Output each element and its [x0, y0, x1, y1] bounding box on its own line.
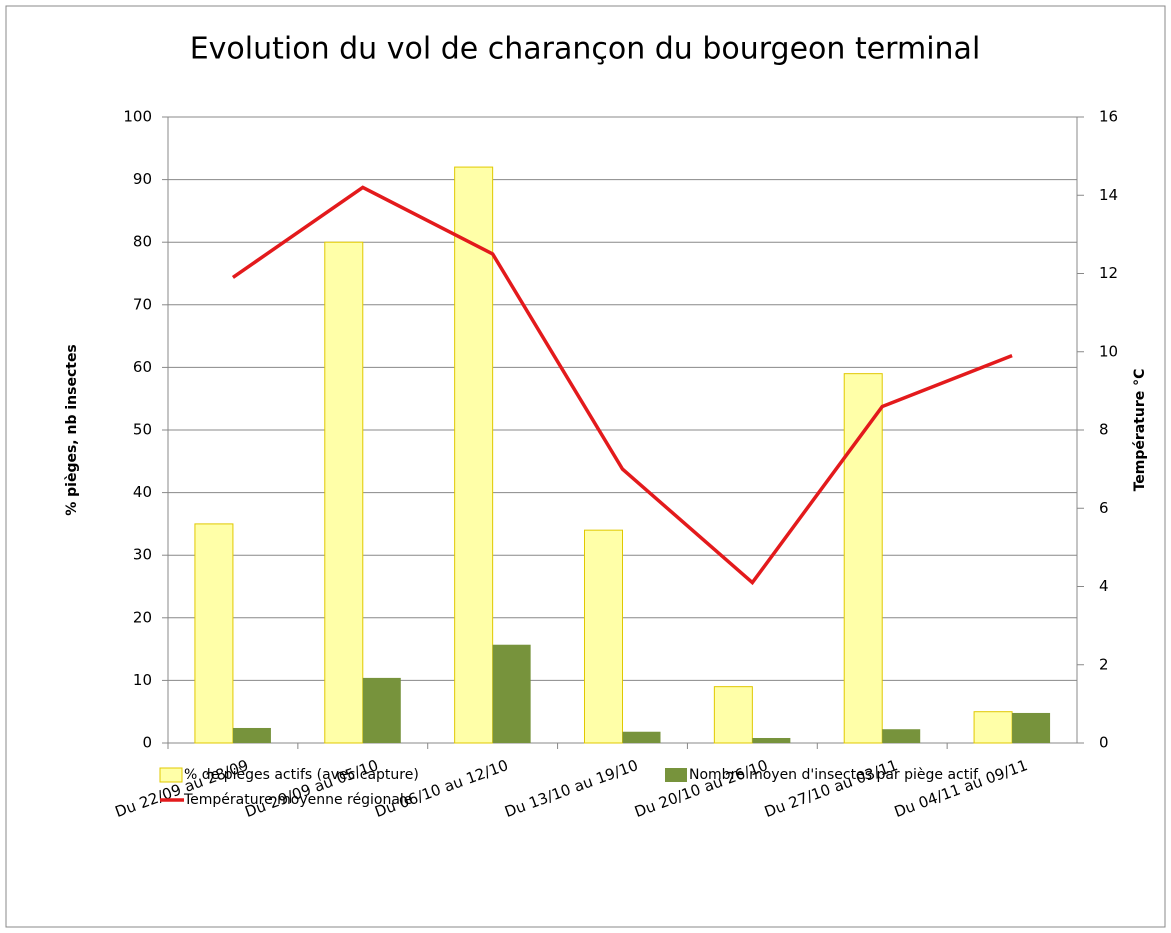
bar: [882, 729, 921, 743]
bar: [232, 727, 271, 743]
y2-tick-label: 2: [1099, 655, 1109, 673]
chart-frame: [5, 5, 1166, 928]
legend-label: Nombre moyen d'insectes par piège actif: [689, 767, 979, 783]
y2-tick-label: 16: [1099, 108, 1118, 126]
legend-label: % de pièges actifs (avec capture): [184, 767, 419, 783]
y-tick-label: 50: [133, 421, 152, 439]
y2-tick-label: 0: [1099, 734, 1109, 752]
bar: [194, 523, 234, 744]
chart-title: Evolution du vol de charançon du bourgeo…: [190, 32, 981, 67]
y-axis-label: % pièges, nb insectes: [64, 344, 80, 516]
bar: [492, 644, 531, 743]
y-tick-label: 80: [133, 233, 152, 251]
y-tick-label: 0: [142, 734, 152, 752]
y-tick-label: 100: [123, 108, 152, 126]
y-tick-label: 30: [133, 546, 152, 564]
bar: [973, 711, 1013, 744]
y-tick-label: 20: [133, 608, 152, 626]
y2-tick-label: 10: [1099, 342, 1118, 360]
legend-label: Température moyenne régionale: [183, 792, 412, 808]
bar: [362, 677, 401, 743]
bar: [1012, 712, 1051, 743]
line: [231, 185, 1013, 586]
bar: [324, 241, 364, 744]
y-tick-label: 60: [133, 358, 152, 376]
y-tick-label: 70: [133, 295, 152, 313]
y2-tick-label: 14: [1099, 186, 1118, 204]
y2-tick-label: 8: [1099, 421, 1109, 439]
bar: [622, 731, 661, 743]
bar: [454, 166, 494, 744]
bar: [713, 686, 753, 744]
y2-tick-label: 12: [1099, 264, 1118, 282]
y2-axis-label: Température °C: [1132, 369, 1148, 492]
y2-tick-label: 4: [1099, 577, 1109, 595]
bar: [843, 373, 883, 744]
legend-swatch: [665, 768, 687, 782]
bar: [752, 737, 791, 743]
y-tick-label: 10: [133, 671, 152, 689]
y2-tick-label: 6: [1099, 499, 1109, 517]
y-tick-label: 40: [133, 483, 152, 501]
bar: [584, 529, 623, 744]
legend-swatch: [159, 767, 183, 783]
y-tick-label: 90: [133, 170, 152, 188]
